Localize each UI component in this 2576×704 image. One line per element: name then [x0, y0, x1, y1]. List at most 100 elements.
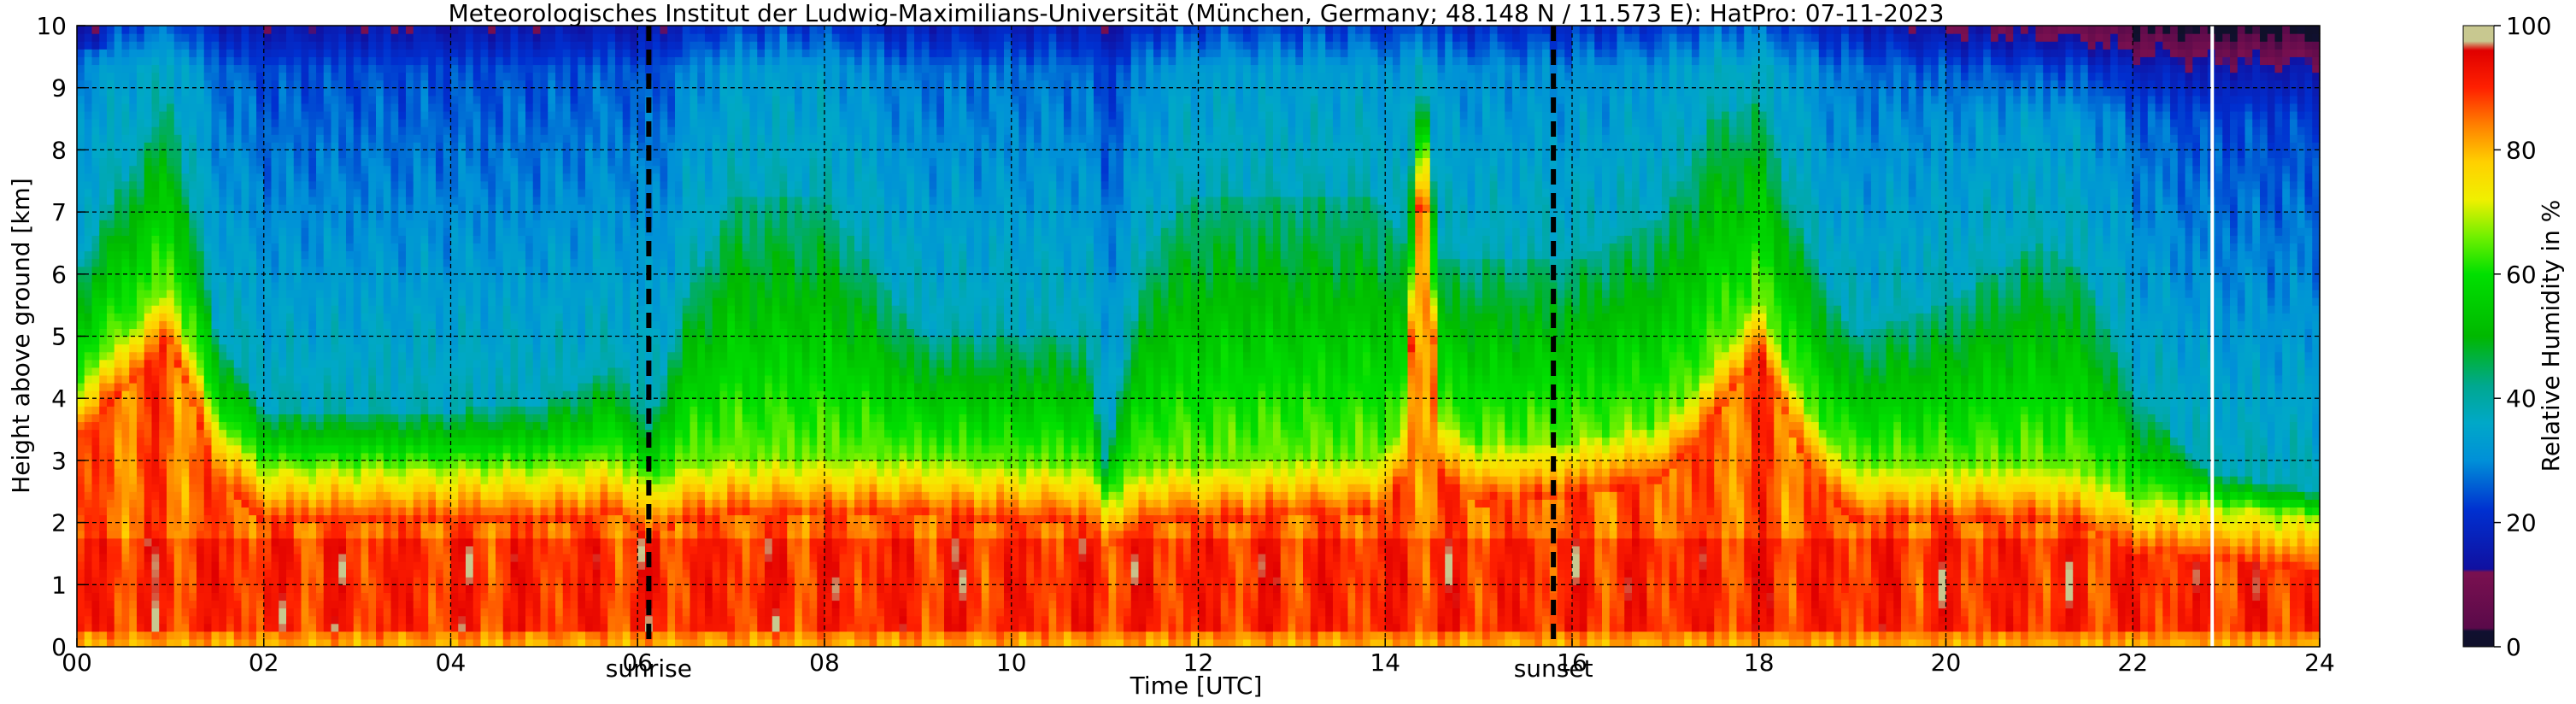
heatmap-cell	[376, 514, 384, 524]
heatmap-cell	[121, 220, 130, 228]
heatmap-cell	[159, 615, 167, 625]
heatmap-cell	[450, 235, 459, 244]
heatmap-cell	[450, 297, 459, 306]
heatmap-cell	[406, 444, 414, 454]
heatmap-cell	[436, 313, 444, 321]
heatmap-cell	[241, 421, 249, 431]
heatmap-cell	[406, 87, 414, 97]
heatmap-cell	[376, 49, 384, 57]
heatmap-cell	[353, 95, 362, 104]
heatmap-cell	[263, 328, 273, 337]
heatmap-cell	[376, 383, 384, 391]
heatmap-cell	[279, 414, 287, 423]
heatmap-cell	[173, 476, 183, 484]
heatmap-cell	[271, 157, 279, 167]
heatmap-cell	[368, 64, 377, 73]
heatmap-cell	[219, 623, 227, 632]
heatmap-cell	[226, 220, 235, 228]
heatmap-cell	[525, 476, 534, 484]
heatmap-cell	[77, 467, 85, 477]
heatmap-cell	[368, 49, 377, 57]
heatmap-cell	[233, 561, 243, 570]
heatmap-cell	[406, 173, 414, 182]
heatmap-cell	[466, 561, 474, 570]
heatmap-cell	[368, 429, 377, 438]
heatmap-cell	[84, 305, 93, 314]
heatmap-cell	[241, 165, 249, 174]
heatmap-cell	[518, 305, 526, 314]
heatmap-cell	[286, 173, 295, 182]
heatmap-cell	[376, 367, 384, 376]
heatmap-cell	[211, 320, 220, 330]
heatmap-cell	[84, 173, 93, 182]
heatmap-cell	[368, 530, 377, 539]
heatmap-cell	[99, 514, 108, 524]
heatmap-cell	[263, 584, 273, 593]
heatmap-cell	[525, 414, 534, 423]
heatmap-cell	[263, 507, 273, 516]
heatmap-cell	[91, 545, 100, 554]
heatmap-cell	[502, 522, 512, 531]
heatmap-cell	[353, 33, 362, 42]
heatmap-cell	[428, 328, 437, 337]
heatmap-cell	[137, 638, 145, 648]
heatmap-cell	[308, 336, 317, 345]
heatmap-cell	[532, 414, 542, 423]
heatmap-cell	[121, 266, 130, 275]
heatmap-cell	[211, 484, 220, 492]
heatmap-cell	[84, 421, 93, 431]
heatmap-cell	[436, 507, 444, 516]
heatmap-cell	[151, 444, 160, 454]
heatmap-cell	[99, 273, 108, 283]
heatmap-cell	[107, 367, 115, 376]
heatmap-cell	[286, 56, 295, 66]
heatmap-cell	[77, 320, 85, 330]
heatmap-cell	[472, 569, 482, 578]
heatmap-cell	[197, 281, 205, 290]
heatmap-cell	[331, 569, 339, 578]
heatmap-cell	[458, 623, 466, 632]
heatmap-cell	[443, 289, 452, 298]
heatmap-cell	[346, 220, 355, 228]
heatmap-cell	[413, 273, 422, 283]
heatmap-cell	[219, 243, 227, 252]
heatmap-cell	[398, 41, 407, 50]
heatmap-cell	[450, 406, 459, 414]
heatmap-cell	[219, 305, 227, 314]
heatmap-cell	[137, 491, 145, 500]
heatmap-cell	[502, 87, 512, 97]
heatmap-cell	[249, 343, 257, 353]
heatmap-cell	[151, 235, 160, 244]
heatmap-cell	[390, 305, 399, 314]
heatmap-cell	[383, 119, 392, 127]
heatmap-cell	[151, 49, 160, 57]
heatmap-cell	[144, 297, 153, 306]
heatmap-cell	[323, 569, 332, 578]
heatmap-cell	[420, 484, 429, 492]
heatmap-cell	[331, 607, 339, 617]
heatmap-cell	[390, 638, 399, 648]
heatmap-cell	[114, 514, 123, 524]
heatmap-cell	[263, 180, 273, 190]
heatmap-cell	[458, 507, 466, 516]
heatmap-cell	[398, 212, 407, 220]
heatmap-cell	[181, 514, 190, 524]
heatmap-cell	[249, 336, 257, 345]
heatmap-cell	[279, 56, 287, 66]
heatmap-cell	[472, 600, 482, 609]
heatmap-cell	[376, 600, 384, 609]
heatmap-cell	[346, 452, 355, 461]
heatmap-cell	[144, 592, 153, 601]
heatmap-cell	[390, 600, 399, 609]
heatmap-cell	[510, 398, 519, 407]
heatmap-cell	[331, 383, 339, 391]
heatmap-cell	[496, 173, 504, 182]
heatmap-cell	[219, 49, 227, 57]
heatmap-cell	[398, 351, 407, 361]
heatmap-cell	[151, 212, 160, 220]
heatmap-cell	[241, 638, 249, 648]
heatmap-cell	[211, 561, 220, 570]
heatmap-cell	[466, 522, 474, 531]
heatmap-cell	[173, 64, 183, 73]
heatmap-cell	[181, 142, 190, 150]
